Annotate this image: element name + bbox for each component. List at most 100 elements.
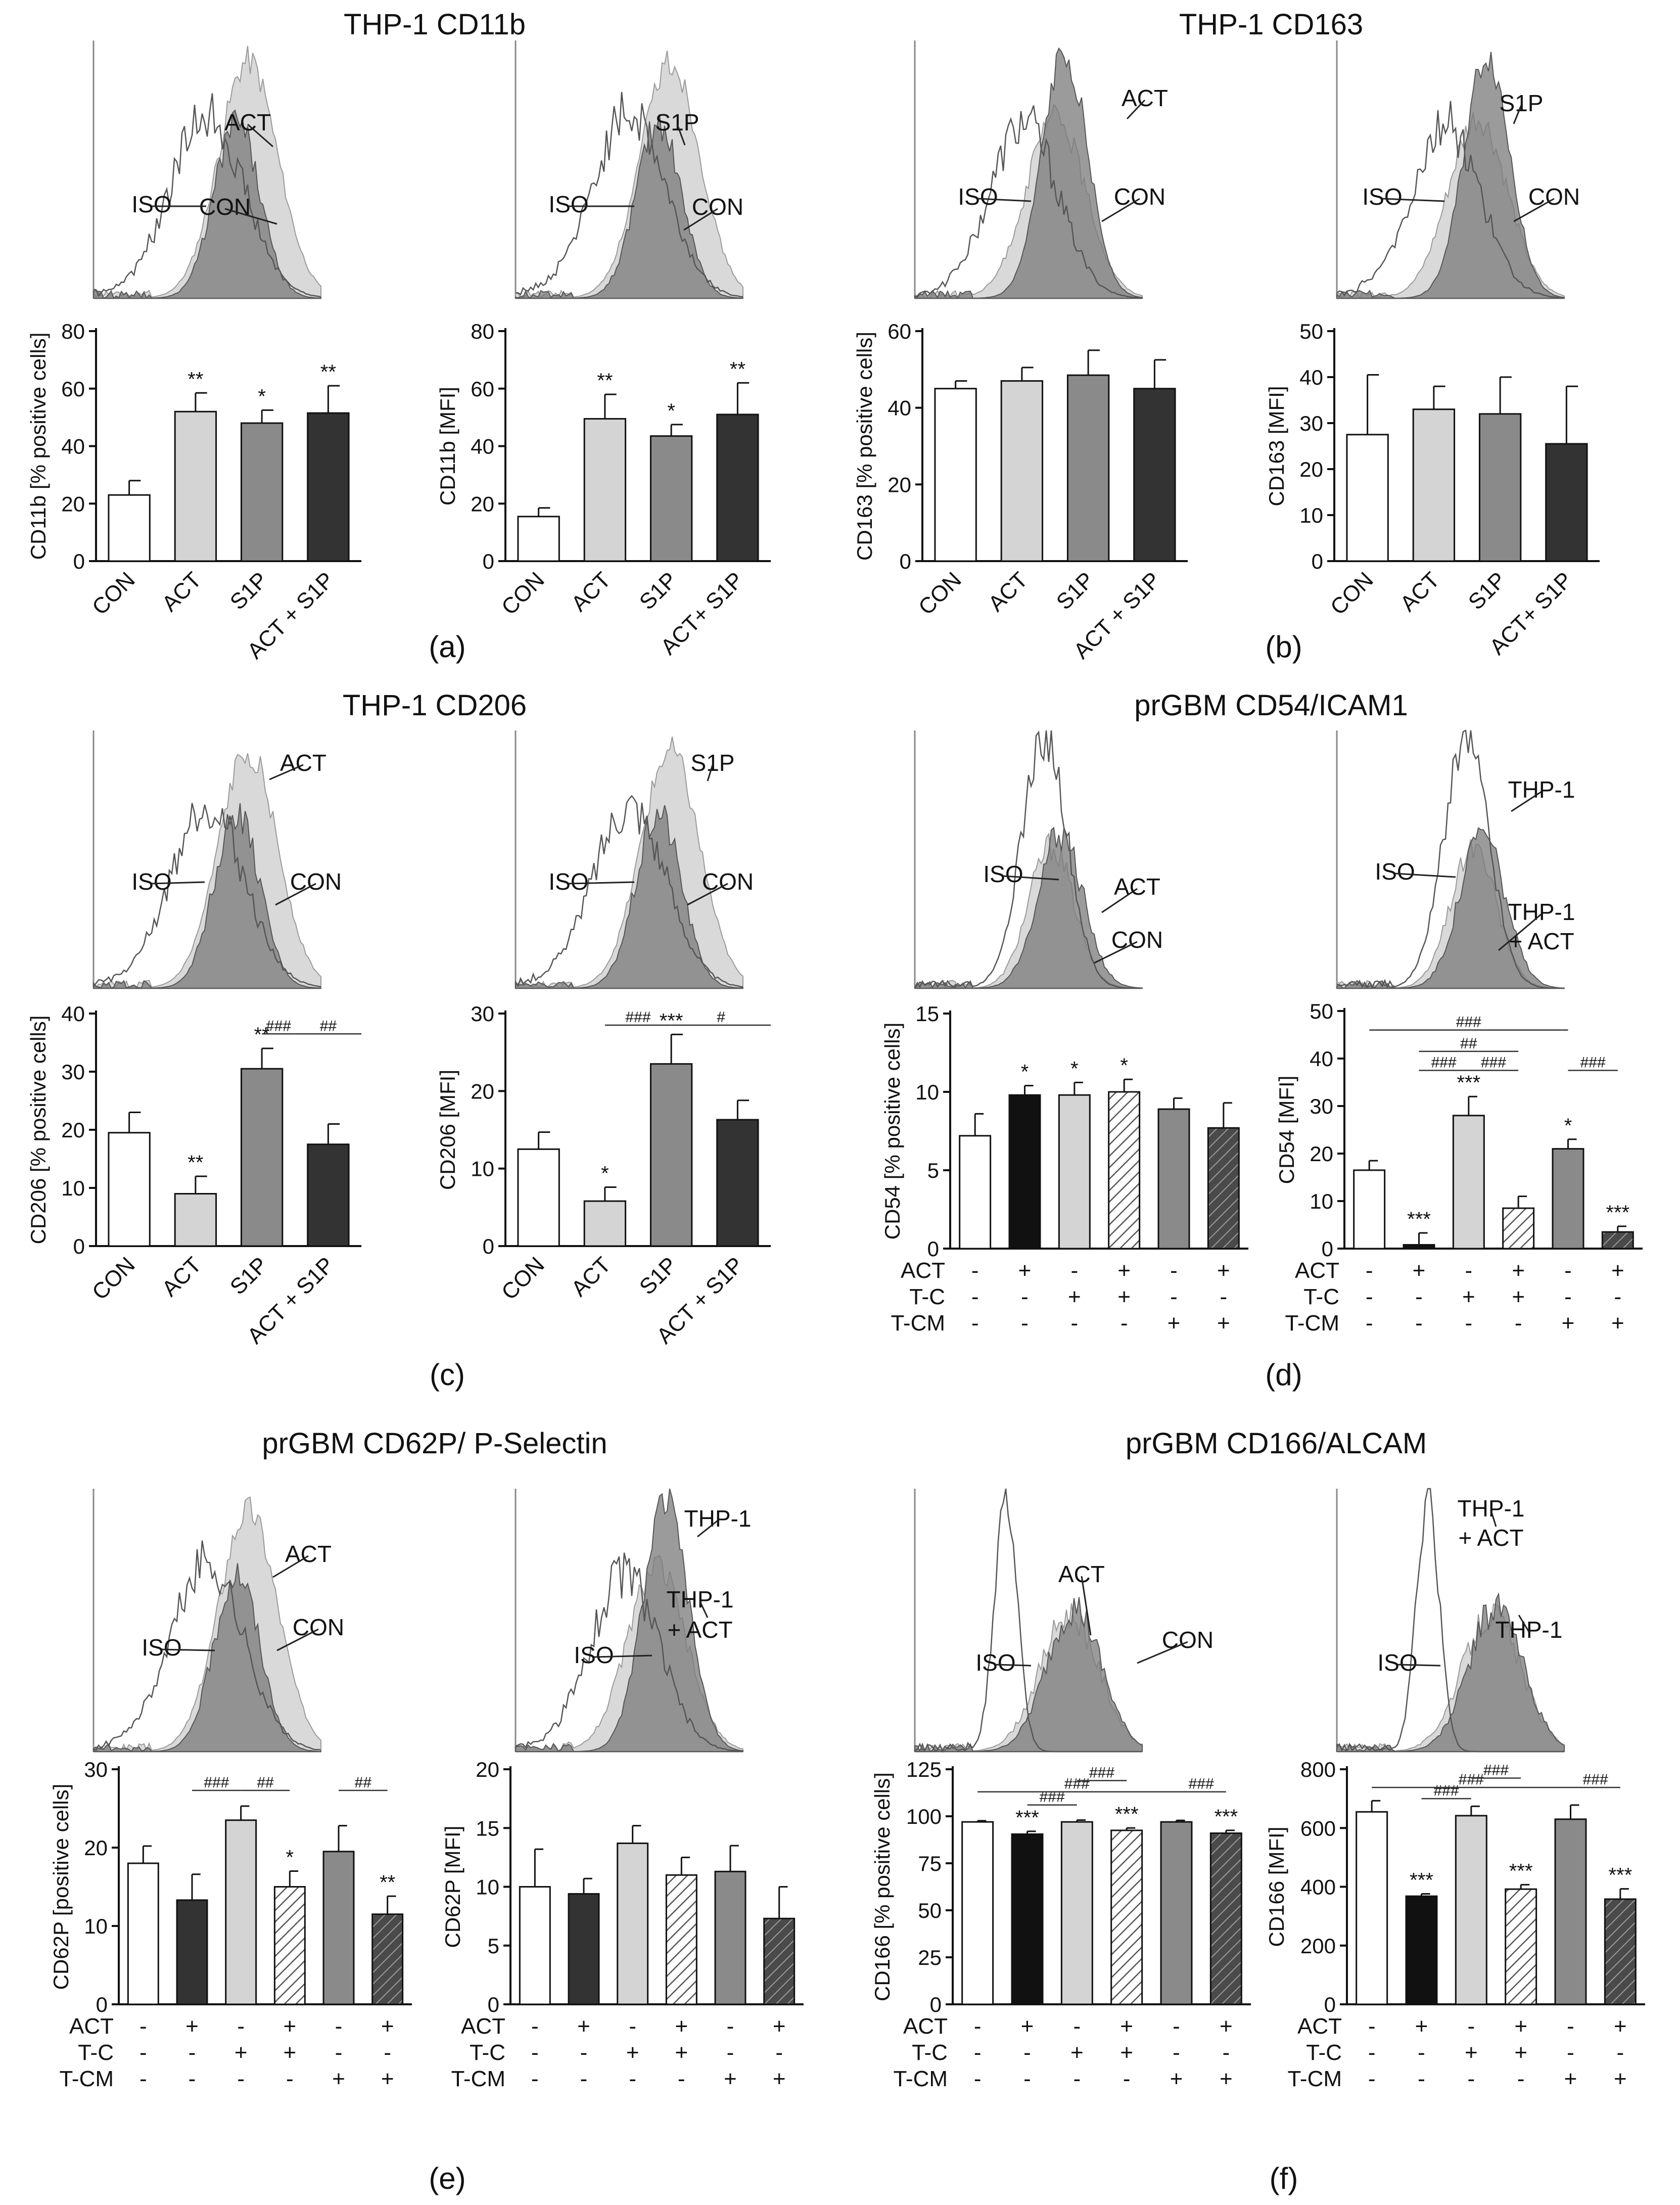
histogram-leader-line xyxy=(707,764,714,782)
category-label: S1P xyxy=(635,567,682,614)
histogram-leader-line xyxy=(1498,913,1542,951)
treatment-sign: + xyxy=(1614,2066,1627,2091)
treatment-sign: + xyxy=(1217,1258,1230,1283)
y-tick-label: 40 xyxy=(61,1002,85,1026)
bar xyxy=(273,1886,306,2005)
bracket-label: ### xyxy=(1483,1762,1509,1778)
category-label: S1P xyxy=(635,1252,682,1299)
histogram-label: CON xyxy=(692,194,743,220)
bar xyxy=(1452,1115,1485,1250)
panel-letter-c: (c) xyxy=(430,1358,465,1392)
significance-marker: * xyxy=(667,400,675,422)
y-axis-label: CD166 [% positive cells] xyxy=(870,1772,894,2001)
y-axis-label: CD206 [MFI] xyxy=(436,1070,459,1190)
treatment-sign: + xyxy=(773,2014,786,2039)
histogram-2: S1P ISO CON xyxy=(515,40,743,299)
bar xyxy=(1502,1207,1535,1250)
y-tick-label: 80 xyxy=(61,319,85,343)
significance-marker: * xyxy=(286,1847,294,1869)
treatment-row-label: ACT xyxy=(1297,2014,1342,2039)
bracket-label: ### xyxy=(1583,1771,1608,1788)
bar xyxy=(583,418,627,562)
significance-marker: ** xyxy=(380,1871,395,1894)
histogram-leader-line xyxy=(687,883,728,906)
treatment-sign: - xyxy=(1074,2066,1081,2091)
treatment-sign: + xyxy=(1614,2014,1627,2039)
bar xyxy=(1108,1091,1141,1250)
histogram-label: CON xyxy=(290,868,342,895)
treatment-row-label: T-C xyxy=(78,2040,114,2065)
y-tick-label: 40 xyxy=(888,396,911,420)
y-tick-label: 400 xyxy=(1300,1875,1336,1899)
bracket-label: ## xyxy=(257,1774,274,1791)
treatment-sign: - xyxy=(1567,2040,1574,2065)
bar xyxy=(108,494,151,562)
histogram-label: ISO xyxy=(142,1634,181,1661)
histogram-leader-line xyxy=(699,1601,709,1618)
histogram-label: ISO xyxy=(1362,183,1402,210)
histogram-label: ISO xyxy=(958,183,998,210)
histogram-label: S1P xyxy=(656,109,699,135)
histogram-label: THP-1 xyxy=(1496,1617,1563,1643)
histogram-3: ACT ISO CON xyxy=(914,40,1168,299)
treatment-sign: + xyxy=(1068,1284,1081,1309)
histogram-leader-line xyxy=(977,198,1032,202)
significance-marker: ** xyxy=(254,1024,270,1046)
y-tick-label: 20 xyxy=(476,1758,499,1781)
treatment-row-label: T-CM xyxy=(451,2066,505,2091)
bracket-label: ### xyxy=(1580,1054,1606,1071)
histogram-leader-line xyxy=(1513,105,1522,124)
histogram-leader-line xyxy=(1397,1664,1441,1667)
histogram-label: THP-1 xyxy=(1508,776,1575,803)
treatment-sign: - xyxy=(1617,2040,1624,2065)
y-tick-label: 20 xyxy=(61,492,85,516)
treatment-sign: - xyxy=(237,2014,245,2039)
treatment-sign: - xyxy=(335,2040,343,2065)
treatment-sign: + xyxy=(1117,1258,1131,1283)
bar xyxy=(1209,1832,1242,2005)
histogram-leader-line xyxy=(1003,875,1059,881)
treatment-sign: + xyxy=(283,2014,296,2039)
y-tick-label: 15 xyxy=(915,1002,939,1026)
bar xyxy=(307,412,350,562)
bar xyxy=(519,1886,551,2005)
histogram-label: ACT xyxy=(224,109,271,135)
histogram-leader-line xyxy=(568,881,635,885)
y-tick-label: 30 xyxy=(84,1758,108,1781)
y-tick-label: 20 xyxy=(84,1836,108,1860)
bar xyxy=(961,1821,994,2005)
treatment-sign: - xyxy=(1071,1311,1079,1336)
treatment-sign: + xyxy=(1117,1284,1131,1309)
histogram-dark-fill xyxy=(93,1563,321,1753)
y-tick-label: 50 xyxy=(918,1899,942,1922)
y-tick-label: 30 xyxy=(1299,411,1323,435)
treatment-sign: + xyxy=(626,2040,639,2065)
treatment-row-label: T-CM xyxy=(1287,2066,1342,2091)
treatment-sign: - xyxy=(1173,2040,1180,2065)
treatment-sign: + xyxy=(1070,2040,1084,2065)
y-tick-label: 25 xyxy=(918,1946,942,1969)
histogram-leader-line xyxy=(1513,198,1555,222)
treatment-sign: - xyxy=(1468,2014,1475,2039)
category-label: ACT xyxy=(1395,567,1444,616)
treatment-sign: + xyxy=(185,2014,199,2039)
bar xyxy=(1478,413,1522,562)
histogram-label: ISO xyxy=(1375,858,1415,885)
treatment-sign: - xyxy=(1614,1284,1622,1309)
treatment-row-label: T-C xyxy=(909,1284,945,1309)
treatment-sign: - xyxy=(1368,2066,1376,2091)
histogram-leader-line xyxy=(1126,99,1146,120)
treatment-sign: - xyxy=(531,2040,539,2065)
bar xyxy=(1353,1169,1386,1250)
y-tick-label: 10 xyxy=(471,1157,494,1181)
y-axis-label: CD163 [% positive cells] xyxy=(853,332,876,561)
y-axis-label: CD166 [MFI] xyxy=(1265,1826,1288,1947)
treatment-sign: - xyxy=(1465,1311,1473,1336)
y-tick-label: 0 xyxy=(73,549,85,573)
histogram-leader-line xyxy=(272,1555,309,1578)
treatment-sign: + xyxy=(1512,1284,1525,1309)
